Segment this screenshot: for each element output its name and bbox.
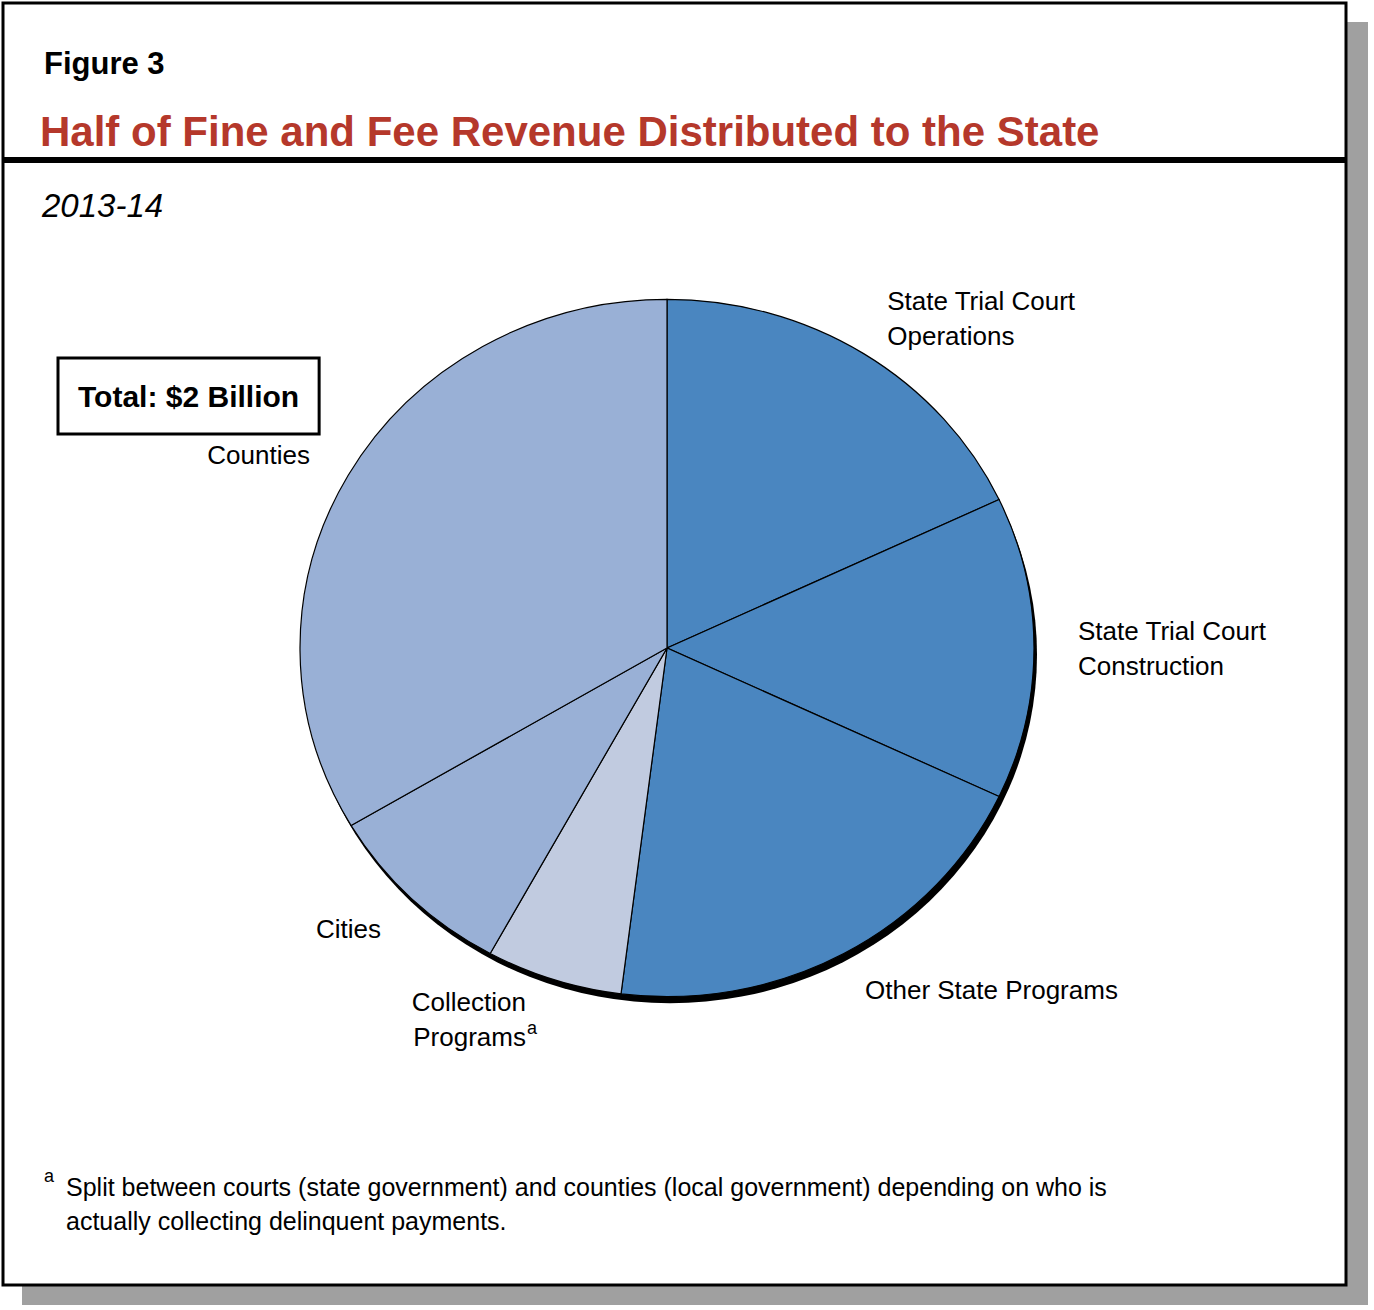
figure: Figure 3 Half of Fine and Fee Revenue Dis… — [0, 0, 1374, 1310]
annotation-box: Total: $2 Billion — [58, 358, 319, 434]
annotation-frame — [58, 358, 319, 434]
annotation: Total: $2 Billion — [78, 380, 299, 413]
footnote-marker: a — [527, 1018, 538, 1038]
subtitle: 2013-14 — [41, 187, 163, 224]
slice-label: CollectionPrograms — [412, 987, 526, 1052]
slice-label: Cities — [316, 914, 381, 944]
slice-label: Other State Programs — [865, 975, 1118, 1005]
title: Half of Fine and Fee Revenue Distributed… — [40, 108, 1099, 155]
slice-label: Counties — [207, 440, 310, 470]
pie — [300, 299, 1037, 1003]
figure-label: Figure 3 — [44, 46, 165, 81]
footnote: Split between courts (state government) … — [66, 1173, 1107, 1235]
labels: State Trial CourtOperations State Trial C… — [207, 286, 1266, 1052]
slice — [621, 648, 999, 997]
footnote-marker: a — [44, 1166, 55, 1186]
slice-label: State Trial CourtOperations — [887, 286, 1076, 351]
title-rule — [3, 157, 1346, 163]
frame — [3, 3, 1346, 1285]
slice-label: State Trial CourtConstruction — [1078, 616, 1267, 681]
slice — [300, 299, 667, 825]
